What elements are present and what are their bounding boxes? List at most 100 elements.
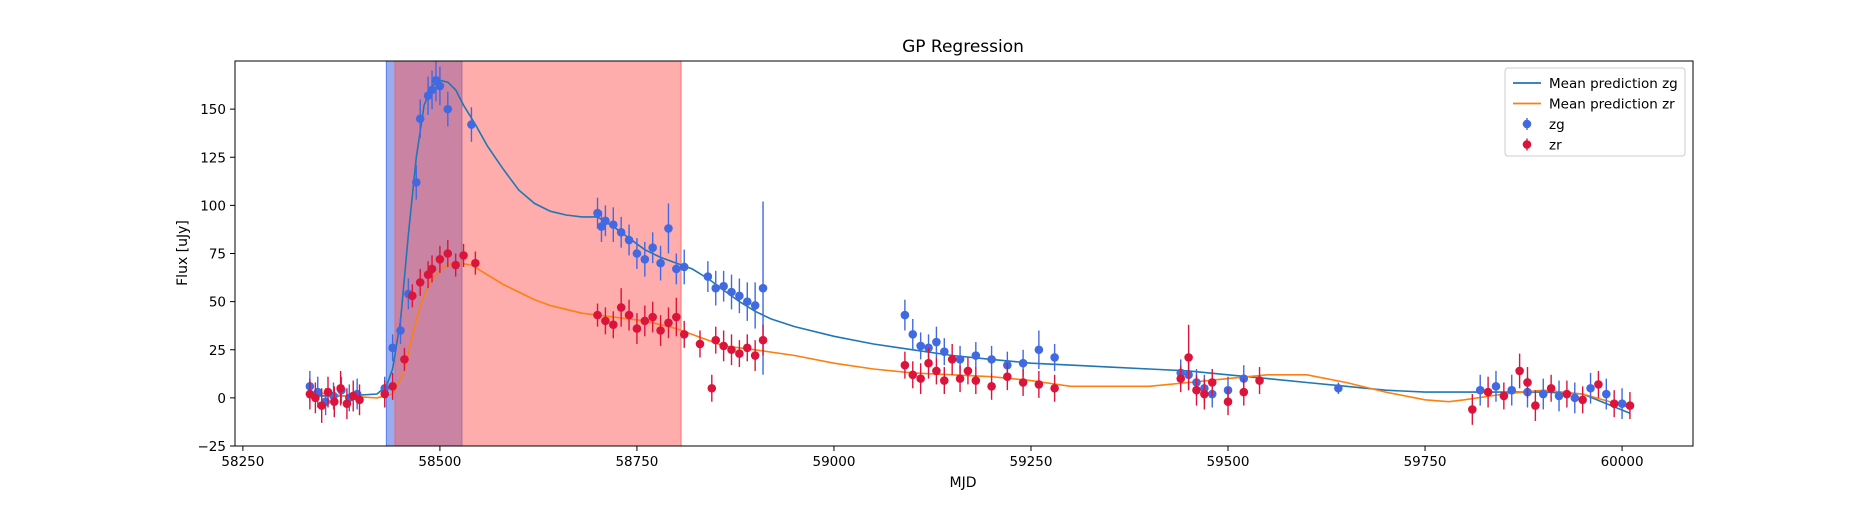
data-point-zr	[758, 335, 768, 345]
data-point-zg	[1602, 389, 1611, 399]
data-point-zr	[1184, 353, 1193, 362]
data-point-zr	[1609, 399, 1619, 408]
data-point-zr	[1594, 380, 1603, 389]
y-tick-label: 0	[217, 391, 226, 407]
data-point-zg	[727, 287, 736, 297]
data-point-zr	[963, 366, 973, 376]
data-point-zr	[471, 258, 480, 268]
data-point-zr	[1223, 397, 1233, 407]
data-point-zg	[1554, 391, 1564, 401]
data-point-zr	[311, 393, 320, 403]
data-point-zr	[742, 343, 752, 353]
data-point-zr	[336, 383, 345, 393]
data-point-zr	[971, 376, 981, 385]
data-point-zg	[616, 228, 626, 237]
data-point-zg	[396, 326, 405, 335]
data-point-zr	[1515, 366, 1524, 376]
y-tick-label: 150	[200, 102, 226, 118]
data-point-zg	[703, 272, 713, 281]
data-point-zg	[1538, 389, 1548, 399]
y-tick-label: 125	[200, 150, 226, 166]
data-point-zg	[435, 81, 445, 91]
data-point-zg	[758, 283, 768, 293]
data-point-zr	[380, 389, 390, 399]
data-point-zg	[601, 216, 610, 226]
data-point-zr	[916, 374, 925, 383]
legend-swatch-marker	[1522, 119, 1532, 129]
x-tick-label: 60000	[1601, 454, 1644, 470]
legend-swatch-marker	[1522, 140, 1532, 149]
data-point-zr	[1050, 383, 1059, 393]
x-tick-label: 58500	[418, 454, 461, 470]
y-tick-label: 75	[209, 247, 226, 263]
data-point-zr	[608, 320, 618, 330]
legend-label: zr	[1549, 138, 1562, 154]
data-point-zr	[400, 355, 409, 364]
data-point-zr	[1531, 401, 1540, 410]
x-tick-label: 59750	[1404, 454, 1447, 470]
data-point-zr	[695, 339, 705, 349]
data-point-zr	[1176, 374, 1186, 383]
data-point-zr	[1003, 372, 1012, 382]
data-point-zr	[750, 351, 760, 360]
data-point-zg	[656, 258, 665, 268]
data-point-zr	[408, 291, 417, 301]
data-point-zr	[987, 382, 996, 391]
data-point-zr	[443, 249, 453, 258]
data-point-zr	[330, 397, 339, 407]
data-point-zr	[1499, 391, 1509, 401]
data-point-zr	[955, 374, 965, 383]
data-point-zr	[427, 264, 437, 274]
data-point-zr	[1625, 401, 1635, 410]
legend-label: Mean prediction zr	[1549, 97, 1675, 113]
data-point-zg	[750, 301, 760, 310]
data-point-zg	[415, 114, 425, 124]
data-point-zr	[388, 382, 397, 391]
data-point-zr	[435, 254, 445, 264]
data-point-zg	[1491, 382, 1501, 391]
data-point-zg	[900, 310, 910, 320]
data-point-zr	[601, 316, 610, 326]
data-point-zr	[711, 335, 721, 345]
data-point-zr	[616, 303, 626, 312]
legend: Mean prediction zg Mean prediction zr zg zr	[1504, 67, 1686, 157]
data-point-zg	[664, 224, 673, 233]
data-point-zg	[987, 355, 996, 364]
data-point-zr	[656, 326, 665, 335]
x-tick-label: 59000	[812, 454, 855, 470]
data-point-zr	[679, 330, 689, 339]
data-point-zg	[916, 341, 925, 351]
data-point-zr	[342, 399, 352, 408]
data-point-zg	[1334, 383, 1343, 393]
data-point-zr	[664, 318, 673, 328]
data-point-zr	[1192, 385, 1201, 395]
data-point-zr	[1523, 378, 1532, 387]
data-point-zg	[427, 85, 437, 95]
data-point-zr	[1562, 389, 1572, 399]
data-point-zr	[727, 345, 736, 355]
data-point-zr	[900, 360, 910, 370]
x-tick-label: 59500	[1207, 454, 1250, 470]
data-point-zr	[348, 391, 358, 401]
data-point-zg	[593, 208, 602, 218]
data-point-zg	[632, 249, 642, 258]
data-point-zg	[608, 220, 618, 229]
data-point-zg	[742, 297, 752, 306]
data-point-zg	[648, 243, 657, 253]
data-point-zg	[735, 291, 744, 301]
data-point-zg	[411, 177, 421, 187]
x-tick-label: 58250	[221, 454, 264, 470]
data-point-zr	[932, 366, 941, 376]
data-point-zg	[640, 254, 650, 264]
data-point-zg	[1018, 358, 1028, 368]
data-point-zr	[1578, 395, 1587, 405]
data-point-zr	[1239, 387, 1249, 397]
data-point-zr	[908, 370, 918, 380]
data-point-zr	[1483, 387, 1493, 397]
data-point-zg	[672, 264, 681, 274]
data-point-zg	[955, 355, 965, 364]
data-point-zr	[1200, 389, 1209, 399]
data-point-zg	[932, 337, 941, 347]
